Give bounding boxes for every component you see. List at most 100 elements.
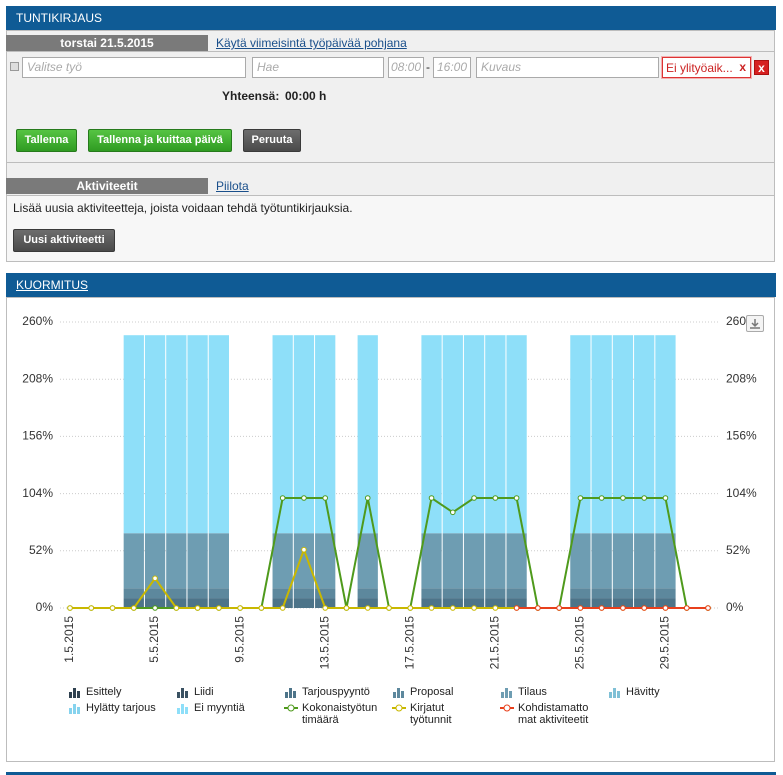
bar-segment <box>634 598 655 608</box>
panel-title-link[interactable]: KUORMITUS <box>16 278 88 292</box>
bar-segment <box>612 588 634 599</box>
y2-tick-label: 0% <box>726 600 744 614</box>
clear-icon[interactable]: x <box>739 60 746 74</box>
legend-item[interactable]: Kirjatut työtunnit <box>392 702 500 726</box>
cancel-button[interactable]: Peruuta <box>243 129 301 152</box>
download-button[interactable] <box>746 315 764 332</box>
line-point <box>513 605 520 611</box>
bar-segment <box>315 335 336 534</box>
bar-segment <box>166 533 187 589</box>
legend-swatch <box>395 704 403 712</box>
bar-segment <box>123 533 144 589</box>
y2-tick-label: 156% <box>726 429 757 443</box>
legend-icon <box>393 688 404 698</box>
legend-icon <box>501 688 512 698</box>
start-time-input[interactable]: 08:00 <box>388 57 424 78</box>
bar-segment <box>634 533 655 589</box>
legend-item[interactable]: Liidi <box>176 686 284 698</box>
bar-segment <box>442 533 463 589</box>
y-tick-label: 208% <box>22 371 53 385</box>
bar-segment <box>123 335 144 534</box>
bar-segment <box>463 533 485 589</box>
save-confirm-button[interactable]: Tallenna ja kuittaa päivä <box>88 129 232 152</box>
bar-segment <box>442 588 463 599</box>
overtime-select[interactable]: Ei ylityöaik... x <box>661 56 752 79</box>
bar-segment <box>272 533 293 589</box>
end-time-input[interactable]: 16:00 <box>433 57 471 78</box>
bar-segment <box>485 335 506 534</box>
legend-swatch <box>285 692 288 698</box>
line-point <box>535 605 541 611</box>
y-tick-label: 156% <box>22 429 53 443</box>
chart: 0%52%104%156%208%260%0%52%104%156%208%26… <box>22 314 757 670</box>
line-point <box>322 495 329 501</box>
line-point <box>364 605 371 611</box>
bar-segment <box>144 335 166 534</box>
delete-row[interactable]: x <box>754 60 769 75</box>
legend-label: Kohdistamattomat aktiviteetit <box>518 702 589 726</box>
legend-item[interactable]: Hävitty <box>608 686 716 698</box>
legend-item[interactable]: Esittely <box>68 686 176 698</box>
bar-segment <box>463 335 485 534</box>
job-input[interactable]: Valitse työ <box>22 57 246 78</box>
y2-tick-label: 104% <box>726 486 757 500</box>
bar-segment <box>123 598 144 608</box>
line-point <box>556 605 562 611</box>
search-input[interactable]: Hae <box>252 57 384 78</box>
bar-segment <box>293 598 315 608</box>
bar-segment <box>208 335 229 534</box>
panel-header: TUNTIKIRJAUS <box>6 6 776 30</box>
line-point <box>428 605 435 611</box>
bar-segment <box>315 533 336 589</box>
x-tick-label: 17.5.2015 <box>402 616 416 670</box>
row-checkbox[interactable] <box>10 62 19 71</box>
hide-link[interactable]: Piilota <box>216 179 249 193</box>
line-point <box>216 605 222 611</box>
legend-swatch <box>181 688 184 698</box>
line-point <box>705 605 711 611</box>
total-label: Yhteensä: <box>222 89 280 103</box>
line-point <box>641 495 648 501</box>
bar-segment <box>421 588 442 599</box>
save-button[interactable]: Tallenna <box>16 129 77 152</box>
legend-item[interactable]: Tarjouspyyntö <box>284 686 392 698</box>
x-tick-label: 29.5.2015 <box>658 616 672 670</box>
x-tick-label: 5.5.2015 <box>147 616 161 663</box>
legend-item[interactable]: Tilaus <box>500 686 608 698</box>
bar-segment <box>655 588 676 599</box>
legend-item[interactable]: Proposal <box>392 686 500 698</box>
bar-segment <box>655 598 676 608</box>
line-point <box>152 575 158 582</box>
legend-icon <box>177 704 188 714</box>
legend-icon <box>177 688 188 698</box>
line-point <box>641 605 648 611</box>
activities-text: Lisää uusia aktiviteetteja, joista voida… <box>13 201 353 215</box>
bar-segment <box>421 335 442 534</box>
legend-label: Kirjatut työtunnit <box>410 702 452 726</box>
legend-icon <box>69 704 80 714</box>
legend-swatch <box>185 707 188 714</box>
legend-item[interactable]: Kohdistamattomat aktiviteetit <box>500 702 608 726</box>
copy-link[interactable]: Käytä viimeisintä työpäivää pohjana <box>216 36 407 50</box>
new-activity-button[interactable]: Uusi aktiviteetti <box>13 229 115 252</box>
bar-segment <box>123 588 144 599</box>
line-point <box>620 495 626 501</box>
line-point <box>662 605 669 611</box>
legend-item[interactable]: Kokonaistyötuntimäärä <box>284 702 392 726</box>
bar-segment <box>357 533 378 589</box>
bar-segment <box>357 598 378 608</box>
bar-segment <box>506 588 527 599</box>
line-point <box>364 495 371 501</box>
bar-segment <box>591 588 612 599</box>
line-point <box>152 605 158 611</box>
legend-swatch <box>73 688 76 698</box>
divider <box>6 51 775 52</box>
description-input[interactable]: Kuvaus <box>476 57 659 78</box>
bar-segment <box>463 588 485 599</box>
legend-swatch <box>69 692 72 698</box>
bar-segment <box>570 335 591 534</box>
bar-segment <box>166 335 187 534</box>
legend-item[interactable]: Ei myyntiä <box>176 702 284 726</box>
legend-item[interactable]: Hylätty tarjous <box>68 702 176 726</box>
bar-segment <box>144 533 166 589</box>
